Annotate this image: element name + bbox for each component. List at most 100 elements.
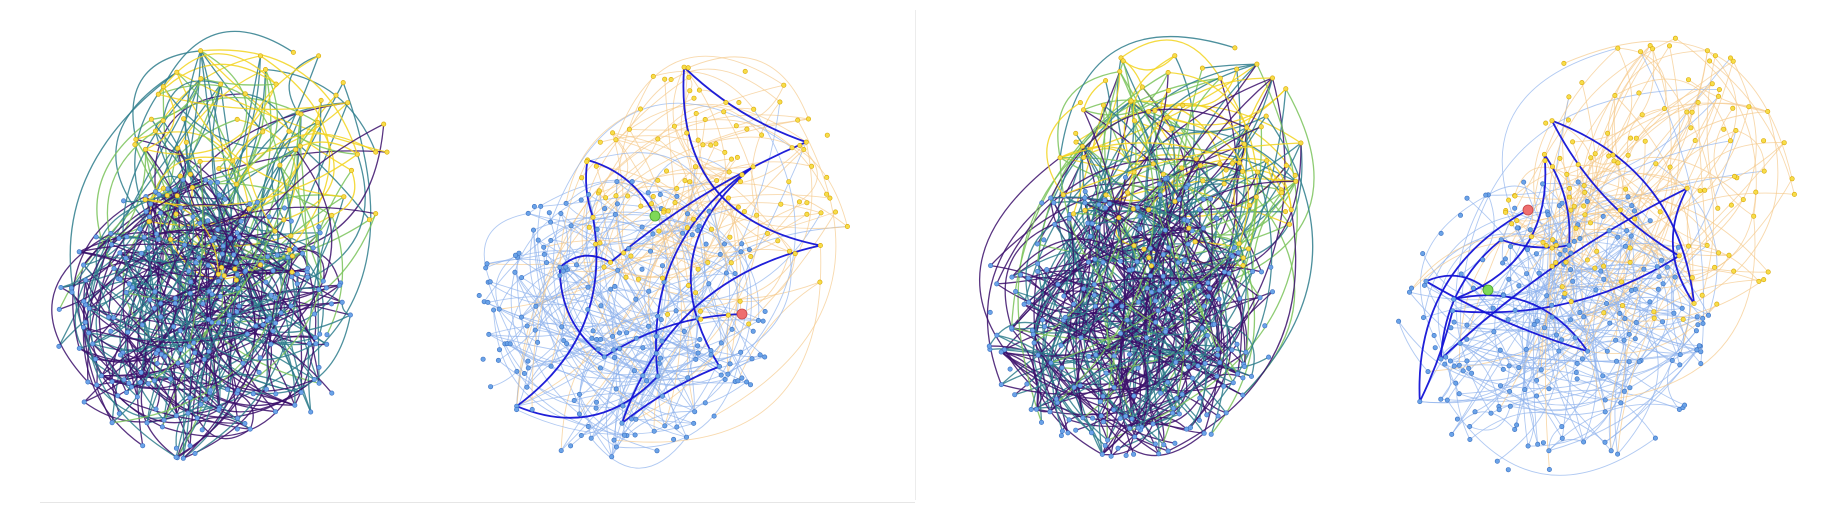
- network-edge: [135, 138, 242, 222]
- core-node: [1048, 195, 1054, 201]
- core-node: [1053, 396, 1059, 402]
- network-edge: [516, 188, 678, 407]
- network-edge: [177, 265, 209, 364]
- network-edge: [483, 212, 529, 282]
- network-edge: [1050, 108, 1247, 199]
- network-edge: [95, 236, 328, 345]
- core-node: [1629, 203, 1635, 209]
- core-node: [1026, 299, 1032, 305]
- network-edge: [1057, 70, 1120, 158]
- periphery-node: [726, 169, 732, 175]
- core-node: [639, 224, 645, 230]
- network-edge: [616, 411, 695, 448]
- periphery-node: [1269, 75, 1275, 81]
- periphery-node: [1217, 161, 1223, 167]
- periphery-node: [1514, 218, 1520, 224]
- core-node: [1406, 289, 1412, 295]
- core-node: [192, 450, 198, 456]
- network-edge: [1103, 104, 1176, 202]
- periphery-node: [219, 264, 225, 270]
- network-edge: [1706, 55, 1719, 209]
- network-edge: [299, 146, 308, 272]
- network-edge: [1004, 218, 1070, 329]
- core-node: [1544, 293, 1550, 299]
- network-edge: [88, 203, 164, 334]
- core-node: [541, 244, 547, 250]
- periphery-node: [263, 67, 269, 73]
- network-edge: [635, 233, 654, 300]
- edge-layer: [979, 35, 1315, 457]
- core-node: [172, 187, 178, 193]
- core-node: [620, 403, 626, 409]
- core-node: [289, 274, 295, 280]
- periphery-node: [1567, 186, 1573, 192]
- core-node: [288, 218, 294, 224]
- core-node: [1058, 342, 1064, 348]
- core-node: [1165, 379, 1171, 385]
- core-node: [236, 303, 242, 309]
- core-node: [324, 332, 330, 338]
- core-node: [1189, 375, 1195, 381]
- core-node: [231, 252, 237, 258]
- periphery-node: [1751, 213, 1757, 219]
- network-edge: [162, 80, 221, 121]
- core-node: [1677, 352, 1683, 358]
- core-node: [190, 214, 196, 220]
- core-node: [1216, 296, 1222, 302]
- core-node: [1695, 322, 1701, 328]
- periphery-node: [1606, 153, 1612, 159]
- periphery-node: [160, 118, 166, 124]
- periphery-node: [700, 142, 706, 148]
- core-node: [1127, 425, 1133, 431]
- network-edge: [1120, 248, 1154, 335]
- network-edge: [167, 83, 222, 190]
- core-node: [1507, 403, 1513, 409]
- network-edge: [1544, 239, 1554, 470]
- periphery-node: [189, 185, 195, 191]
- network-edge: [658, 339, 700, 427]
- periphery-node: [1699, 292, 1705, 298]
- network-edge: [270, 149, 333, 345]
- core-node: [749, 356, 755, 362]
- periphery-node: [1727, 138, 1733, 144]
- core-node: [216, 192, 222, 198]
- core-node: [1525, 247, 1531, 253]
- network-edge: [1001, 351, 1040, 410]
- network-edge: [1033, 342, 1169, 452]
- core-node: [1196, 283, 1202, 289]
- network-edge: [1604, 345, 1700, 443]
- periphery-node: [1733, 128, 1739, 134]
- core-node: [689, 232, 695, 238]
- periphery-node: [273, 81, 279, 87]
- network-edge: [1168, 71, 1248, 128]
- core-node: [1097, 399, 1103, 405]
- periphery-node: [1672, 35, 1678, 41]
- network-edge: [88, 69, 267, 310]
- core-node: [1448, 325, 1454, 331]
- core-node: [738, 249, 744, 255]
- core-node: [111, 315, 117, 321]
- core-node: [108, 328, 114, 334]
- periphery-node: [1288, 207, 1294, 213]
- core-node: [757, 352, 763, 358]
- periphery-node: [1666, 43, 1672, 49]
- network-edge: [516, 409, 694, 435]
- core-node: [560, 268, 566, 274]
- core-node: [109, 420, 115, 426]
- core-node: [1226, 270, 1232, 276]
- periphery-node: [601, 264, 607, 270]
- periphery-node: [685, 282, 691, 288]
- network-edge: [653, 71, 755, 110]
- highlighted-edge: [1551, 120, 1680, 257]
- periphery-node: [216, 166, 222, 172]
- core-node: [1677, 362, 1683, 368]
- core-node: [1523, 346, 1529, 352]
- core-node: [1470, 285, 1476, 291]
- network-panel-1: [20, 0, 460, 516]
- core-node: [126, 380, 132, 386]
- network-edge: [657, 180, 848, 229]
- periphery-node: [1680, 316, 1686, 322]
- periphery-node: [1704, 242, 1710, 248]
- core-node: [180, 455, 186, 461]
- core-node: [1705, 312, 1711, 318]
